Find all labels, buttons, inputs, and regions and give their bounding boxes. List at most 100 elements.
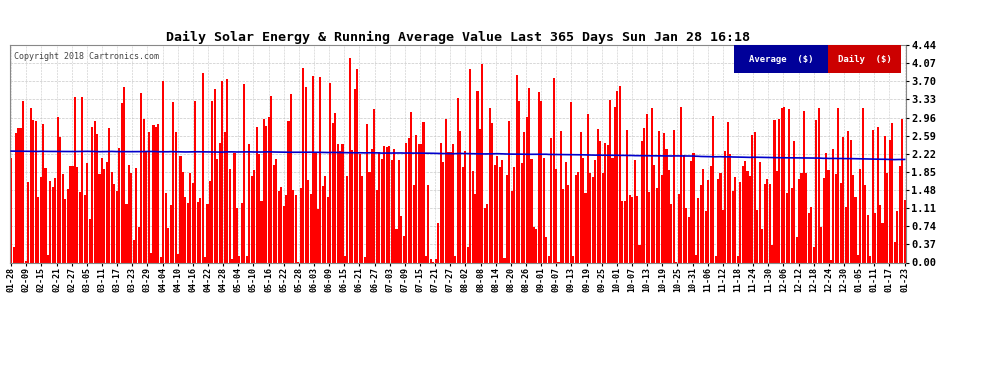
Bar — [98, 174, 101, 262]
Bar — [801, 173, 803, 262]
Bar — [894, 242, 896, 262]
Bar — [71, 166, 73, 262]
Bar — [597, 129, 599, 262]
Bar — [386, 147, 388, 262]
Bar — [430, 259, 432, 262]
Bar — [828, 170, 830, 262]
Bar — [584, 194, 586, 262]
Bar — [565, 162, 567, 262]
Bar — [33, 120, 35, 262]
Bar — [690, 161, 692, 262]
Bar — [207, 204, 209, 262]
Bar — [521, 163, 523, 262]
Bar — [265, 126, 267, 262]
Bar — [270, 96, 272, 262]
Bar — [138, 227, 140, 262]
Bar — [840, 183, 842, 262]
Bar — [531, 159, 533, 262]
Bar — [290, 94, 292, 262]
Bar — [182, 172, 184, 262]
Bar — [219, 142, 221, 262]
Bar — [830, 260, 832, 262]
Bar — [464, 151, 466, 262]
Bar — [509, 121, 511, 262]
Bar — [440, 142, 442, 262]
Bar — [103, 169, 106, 262]
Bar — [536, 230, 538, 262]
Bar — [248, 144, 250, 262]
Bar — [231, 260, 233, 262]
Bar — [89, 219, 91, 262]
Bar — [428, 185, 430, 262]
Bar — [425, 256, 427, 262]
Bar — [330, 83, 332, 262]
Bar — [244, 84, 246, 262]
Bar — [337, 144, 339, 262]
Bar — [685, 208, 687, 262]
Bar — [641, 141, 644, 262]
Bar — [25, 261, 27, 262]
Bar — [494, 165, 496, 262]
Bar — [589, 173, 591, 262]
Bar — [373, 109, 375, 262]
Bar — [339, 151, 342, 262]
Bar — [438, 222, 440, 262]
Bar — [150, 253, 152, 262]
Bar — [594, 160, 596, 262]
Bar — [216, 159, 219, 262]
Bar — [146, 151, 148, 262]
Bar — [513, 167, 516, 262]
Bar — [282, 206, 285, 262]
Bar — [545, 237, 547, 262]
Bar — [735, 177, 737, 262]
Bar — [187, 203, 189, 262]
Bar — [169, 206, 171, 262]
Bar — [126, 204, 128, 262]
Bar — [833, 149, 835, 262]
Bar — [74, 97, 76, 262]
Bar — [710, 166, 712, 262]
Title: Daily Solar Energy & Running Average Value Last 365 Days Sun Jan 28 16:18: Daily Solar Energy & Running Average Val… — [166, 31, 749, 44]
Bar — [489, 108, 491, 262]
Bar — [560, 131, 562, 262]
Bar — [106, 162, 108, 262]
Bar — [395, 230, 398, 262]
Bar — [533, 227, 535, 262]
Bar — [678, 195, 680, 262]
Bar — [368, 172, 370, 262]
Bar — [35, 121, 37, 262]
Bar — [141, 93, 143, 262]
Bar — [300, 188, 302, 262]
Bar — [101, 158, 103, 262]
Bar — [756, 210, 758, 262]
Bar — [239, 256, 241, 262]
Bar — [393, 149, 395, 262]
Bar — [636, 196, 639, 262]
Bar — [445, 119, 446, 262]
Bar — [587, 114, 589, 262]
Bar — [624, 201, 626, 262]
Bar — [280, 188, 282, 262]
Bar — [447, 152, 449, 262]
Bar — [42, 123, 45, 262]
Bar — [663, 133, 665, 262]
Bar — [838, 108, 840, 262]
Bar — [86, 163, 88, 262]
Bar — [852, 175, 854, 262]
Bar — [673, 130, 675, 262]
Bar — [798, 179, 800, 262]
Bar — [655, 188, 657, 262]
Bar — [277, 191, 280, 262]
Bar — [383, 146, 385, 262]
Bar — [653, 165, 655, 262]
Bar — [791, 188, 793, 262]
Bar — [167, 228, 169, 262]
Bar — [847, 131, 849, 262]
Bar — [177, 254, 179, 262]
Bar — [51, 187, 53, 262]
Bar — [555, 169, 557, 262]
Bar — [255, 127, 257, 262]
Bar — [400, 216, 403, 262]
Bar — [143, 119, 145, 262]
Text: Copyright 2018 Cartronics.com: Copyright 2018 Cartronics.com — [15, 51, 159, 60]
